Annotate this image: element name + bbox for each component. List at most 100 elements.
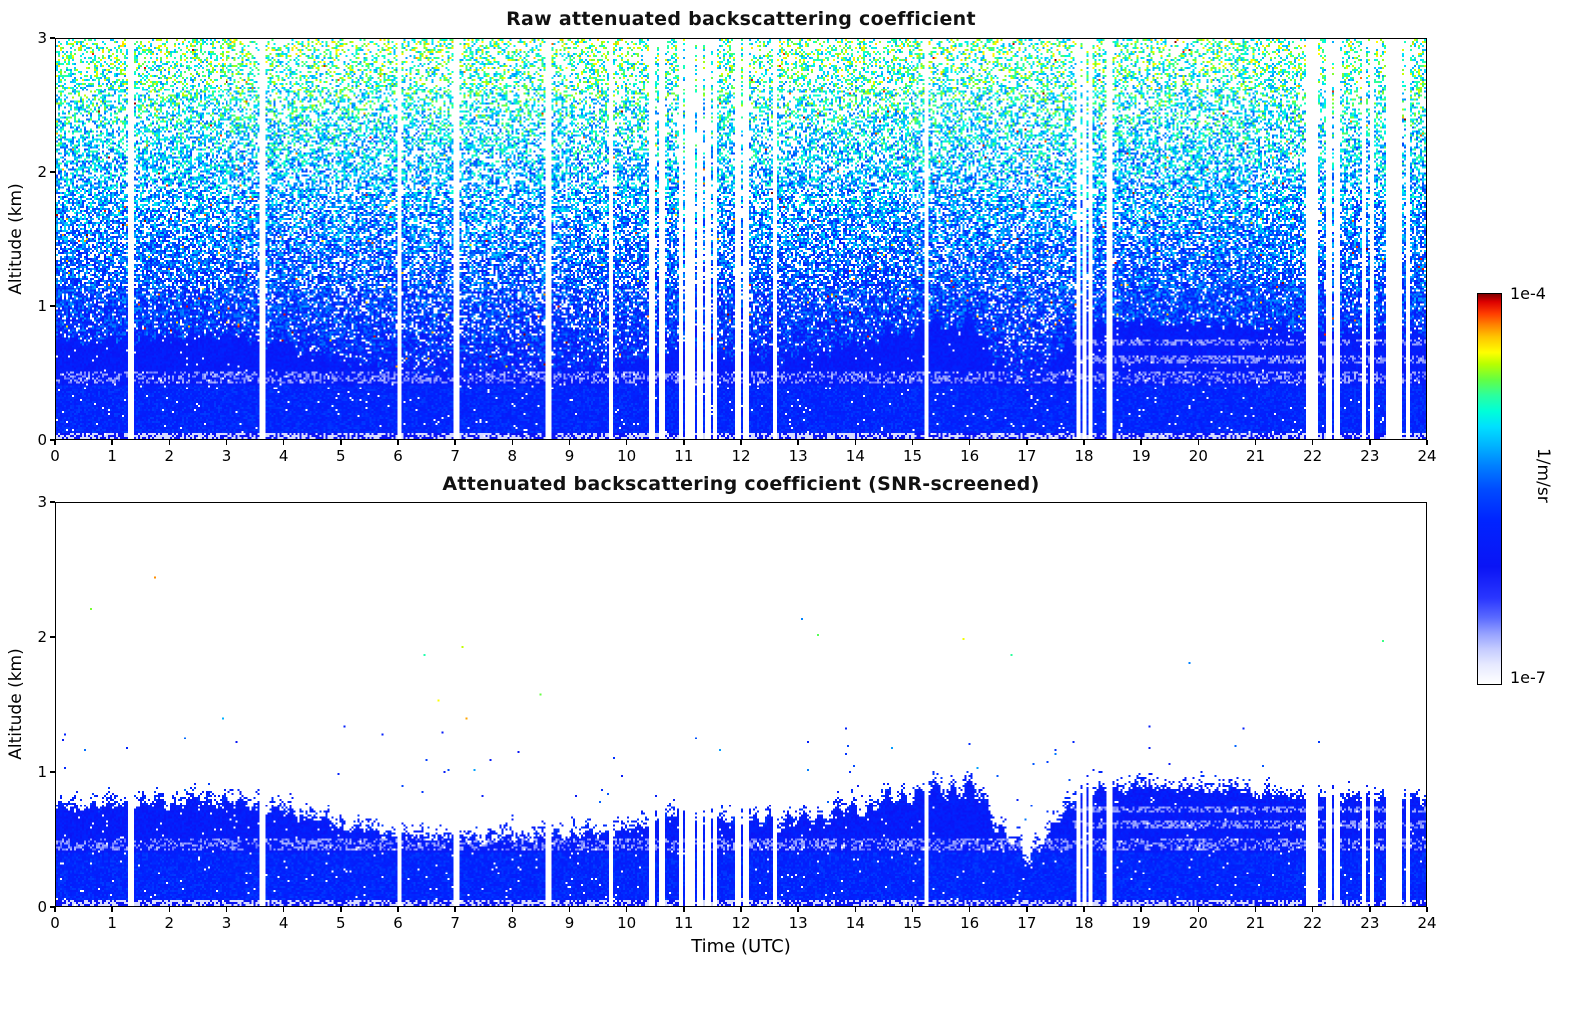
x-tick-mark bbox=[683, 440, 685, 445]
y-tick-mark bbox=[50, 439, 55, 441]
x-tick-label: 14 bbox=[845, 447, 865, 465]
x-tick-label: 10 bbox=[617, 914, 637, 932]
x-tick-mark bbox=[1026, 440, 1028, 445]
x-tick-label: 6 bbox=[393, 447, 403, 465]
top-panel-heatmap-canvas bbox=[56, 39, 1426, 439]
x-tick-label: 11 bbox=[674, 914, 694, 932]
y-tick-label: 0 bbox=[37, 898, 47, 916]
colorbar bbox=[1477, 293, 1502, 685]
x-tick-label: 20 bbox=[1188, 914, 1208, 932]
x-tick-label: 1 bbox=[107, 447, 117, 465]
x-tick-label: 15 bbox=[902, 914, 923, 932]
x-tick-mark bbox=[911, 440, 914, 445]
x-tick-mark bbox=[854, 440, 857, 445]
x-tick-mark bbox=[1369, 440, 1371, 445]
x-tick-label: 15 bbox=[902, 447, 923, 465]
x-tick-label: 0 bbox=[50, 447, 60, 465]
x-tick-label: 14 bbox=[845, 914, 865, 932]
x-tick-mark bbox=[968, 907, 971, 912]
x-tick-label: 18 bbox=[1074, 447, 1094, 465]
x-tick-mark bbox=[340, 907, 342, 912]
x-tick-mark bbox=[1197, 440, 1200, 445]
y-tick-label: 2 bbox=[37, 163, 47, 181]
bottom-panel-heatmap-canvas bbox=[56, 503, 1426, 906]
y-tick-label: 3 bbox=[37, 29, 47, 47]
x-tick-label: 13 bbox=[788, 914, 808, 932]
x-tick-label: 2 bbox=[164, 914, 175, 932]
y-axis-label-bottom: Altitude (km) bbox=[6, 648, 26, 760]
y-tick-label: 1 bbox=[37, 763, 47, 781]
top-panel-title: Raw attenuated backscattering coefficien… bbox=[506, 8, 976, 30]
x-tick-mark bbox=[1083, 907, 1085, 912]
bottom-panel-title: Attenuated backscattering coefficient (S… bbox=[442, 473, 1040, 495]
x-tick-mark bbox=[1311, 440, 1314, 445]
y-tick-label: 1 bbox=[37, 297, 47, 315]
x-axis-label: Time (UTC) bbox=[691, 936, 791, 957]
x-tick-label: 12 bbox=[731, 447, 751, 465]
x-tick-mark bbox=[397, 907, 399, 912]
x-tick-mark bbox=[340, 440, 342, 445]
top-panel-plot bbox=[55, 38, 1427, 440]
x-tick-label: 9 bbox=[564, 914, 575, 932]
x-tick-label: 9 bbox=[564, 447, 575, 465]
x-tick-label: 7 bbox=[450, 447, 460, 465]
bottom-panel-plot bbox=[55, 502, 1427, 907]
x-tick-mark bbox=[1083, 440, 1085, 445]
x-tick-mark bbox=[511, 440, 514, 445]
x-tick-label: 16 bbox=[960, 447, 980, 465]
x-tick-label: 22 bbox=[1303, 914, 1323, 932]
x-tick-label: 24 bbox=[1417, 914, 1437, 932]
x-tick-mark bbox=[168, 440, 171, 445]
x-tick-mark bbox=[454, 907, 456, 912]
x-tick-label: 10 bbox=[617, 447, 637, 465]
x-tick-mark bbox=[740, 440, 742, 445]
y-tick-mark bbox=[50, 771, 55, 773]
x-tick-label: 17 bbox=[1017, 447, 1037, 465]
x-tick-mark bbox=[225, 907, 228, 912]
x-tick-label: 23 bbox=[1360, 914, 1380, 932]
x-tick-mark bbox=[1426, 440, 1428, 445]
x-tick-mark bbox=[968, 440, 971, 445]
x-tick-label: 19 bbox=[1131, 914, 1151, 932]
colorbar-unit-label: 1/m/sr bbox=[1533, 448, 1553, 503]
x-tick-mark bbox=[1254, 440, 1257, 445]
x-tick-mark bbox=[111, 440, 113, 445]
x-tick-mark bbox=[511, 907, 514, 912]
colorbar-max-label: 1e-4 bbox=[1510, 284, 1546, 303]
x-tick-label: 13 bbox=[788, 447, 808, 465]
x-tick-mark bbox=[797, 907, 799, 912]
x-tick-label: 20 bbox=[1188, 447, 1208, 465]
x-tick-label: 12 bbox=[731, 914, 751, 932]
y-tick-label: 2 bbox=[37, 628, 47, 646]
x-tick-mark bbox=[282, 907, 285, 912]
x-tick-label: 8 bbox=[507, 447, 518, 465]
x-tick-label: 5 bbox=[336, 447, 346, 465]
x-tick-label: 1 bbox=[107, 914, 117, 932]
x-tick-mark bbox=[911, 907, 914, 912]
x-tick-mark bbox=[740, 907, 742, 912]
x-tick-mark bbox=[625, 907, 628, 912]
x-tick-mark bbox=[683, 907, 685, 912]
x-tick-mark bbox=[282, 440, 285, 445]
y-tick-mark bbox=[50, 906, 55, 908]
x-tick-label: 23 bbox=[1360, 447, 1380, 465]
x-tick-mark bbox=[797, 440, 799, 445]
x-tick-mark bbox=[1426, 907, 1428, 912]
x-tick-label: 3 bbox=[221, 447, 232, 465]
x-tick-mark bbox=[1197, 907, 1200, 912]
x-tick-label: 19 bbox=[1131, 447, 1151, 465]
y-tick-label: 3 bbox=[37, 493, 47, 511]
x-tick-label: 0 bbox=[50, 914, 60, 932]
x-tick-label: 2 bbox=[164, 447, 175, 465]
y-tick-mark bbox=[50, 171, 55, 173]
x-tick-label: 21 bbox=[1245, 447, 1266, 465]
x-tick-label: 5 bbox=[336, 914, 346, 932]
x-tick-mark bbox=[397, 440, 399, 445]
x-tick-label: 8 bbox=[507, 914, 518, 932]
x-tick-label: 4 bbox=[278, 914, 289, 932]
y-tick-label: 0 bbox=[37, 431, 47, 449]
x-tick-mark bbox=[1254, 907, 1257, 912]
x-tick-label: 4 bbox=[278, 447, 289, 465]
x-tick-label: 22 bbox=[1303, 447, 1323, 465]
